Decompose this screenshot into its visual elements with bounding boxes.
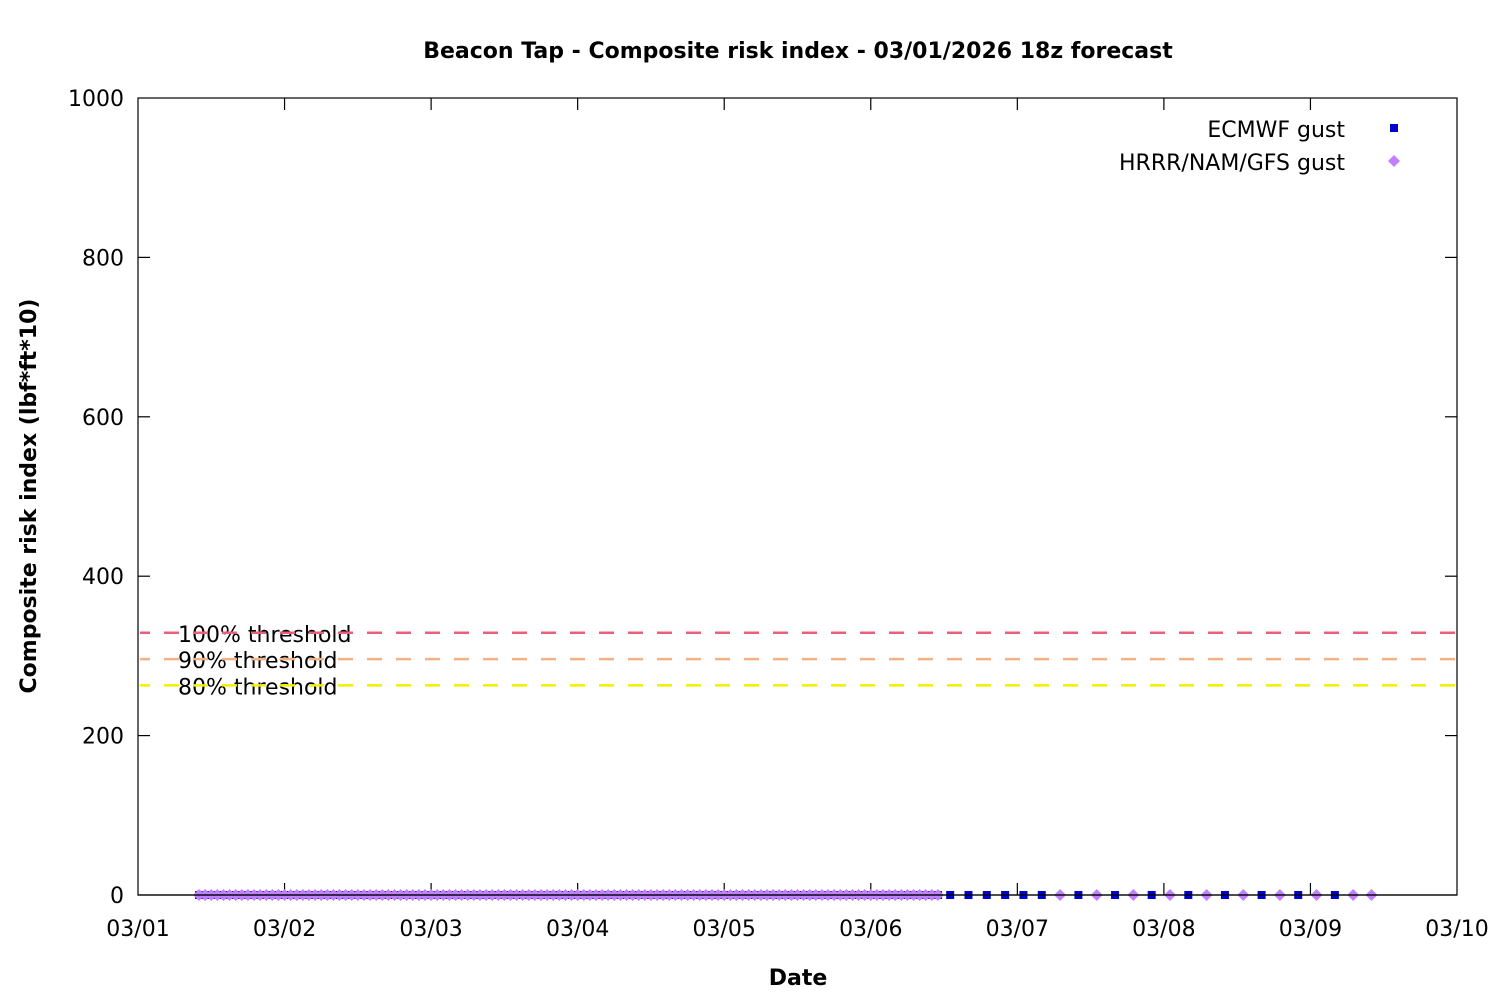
threshold-label: 100% threshold xyxy=(178,623,352,648)
y-tick-label: 600 xyxy=(82,406,124,431)
x-tick-label: 03/05 xyxy=(693,917,756,942)
x-axis-label: Date xyxy=(769,966,828,991)
legend-label-ecmwf: ECMWF gust xyxy=(1207,118,1345,143)
legend-marker-square xyxy=(1390,124,1398,132)
x-tick-label: 03/02 xyxy=(253,917,316,942)
y-axis-label: Composite risk index (lbf*ft*10) xyxy=(17,299,42,694)
threshold-label: 90% threshold xyxy=(178,649,338,674)
x-tick-label: 03/03 xyxy=(399,917,462,942)
x-tick-label: 03/07 xyxy=(986,917,1049,942)
legend-label-hrrr: HRRR/NAM/GFS gust xyxy=(1119,151,1345,176)
y-tick-label: 400 xyxy=(82,565,124,590)
y-tick-label: 1000 xyxy=(68,87,124,112)
legend: ECMWF gust HRRR/NAM/GFS gust xyxy=(1119,118,1400,176)
y-tick-label: 800 xyxy=(82,246,124,271)
x-tick-label: 03/01 xyxy=(106,917,169,942)
x-tick-label: 03/09 xyxy=(1279,917,1342,942)
chart-title: Beacon Tap - Composite risk index - 03/0… xyxy=(423,39,1173,64)
x-tick-label: 03/04 xyxy=(546,917,609,942)
legend-marker-diamond xyxy=(1388,155,1400,167)
axis-ticks: 03/01 03/02 03/03 03/04 03/05 03/06 03/07 03/08… xyxy=(68,87,1489,942)
x-tick-label: 03/06 xyxy=(839,917,902,942)
plot-frame xyxy=(137,97,1458,896)
y-tick-label: 200 xyxy=(82,725,124,750)
y-tick-label: 0 xyxy=(110,884,124,909)
threshold-label: 80% threshold xyxy=(178,675,338,700)
x-tick-label: 03/10 xyxy=(1425,917,1488,942)
x-tick-label: 03/08 xyxy=(1132,917,1195,942)
